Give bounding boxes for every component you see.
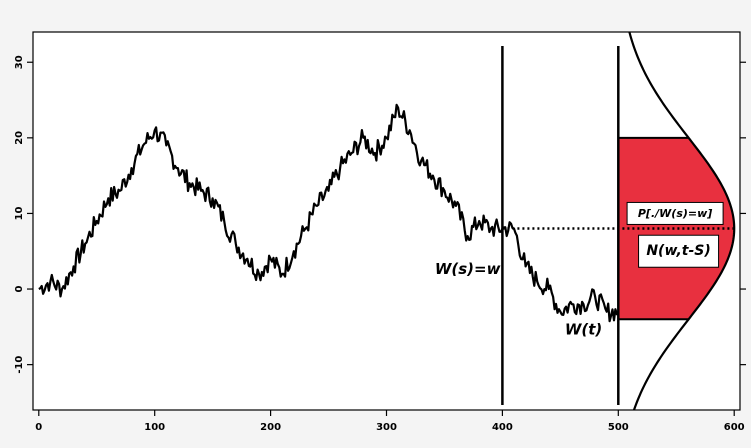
y-tick-label-10: 10 <box>14 206 25 220</box>
annotation-conditional-prob: P[./W(s)=w] <box>638 207 712 220</box>
x-tick-label-0: 0 <box>35 422 42 433</box>
density-shaded-area <box>618 137 735 320</box>
series-path-w-t <box>38 103 620 323</box>
y-tick-label-20: 20 <box>14 131 25 145</box>
x-tick-label-100: 100 <box>144 422 165 433</box>
y-tick-label-0: 0 <box>14 286 25 293</box>
annotation-wt: W(t) <box>565 320 602 338</box>
x-tick-label-500: 500 <box>608 422 629 433</box>
y-tick-label-30: 30 <box>14 55 25 69</box>
density-curve <box>628 31 736 411</box>
annotation-conditional-prob-box <box>626 201 724 225</box>
annotation-normal-dist-box <box>638 234 720 268</box>
x-tick-label-600: 600 <box>724 422 745 433</box>
y-tick-label--10: -10 <box>14 356 25 374</box>
annotation-ws-w: W(s)=w <box>435 260 501 278</box>
x-tick-label-200: 200 <box>260 422 281 433</box>
x-tick-label-300: 300 <box>376 422 397 433</box>
x-tick-label-400: 400 <box>492 422 513 433</box>
annotation-normal-dist: N(w,t-S) <box>646 243 710 259</box>
